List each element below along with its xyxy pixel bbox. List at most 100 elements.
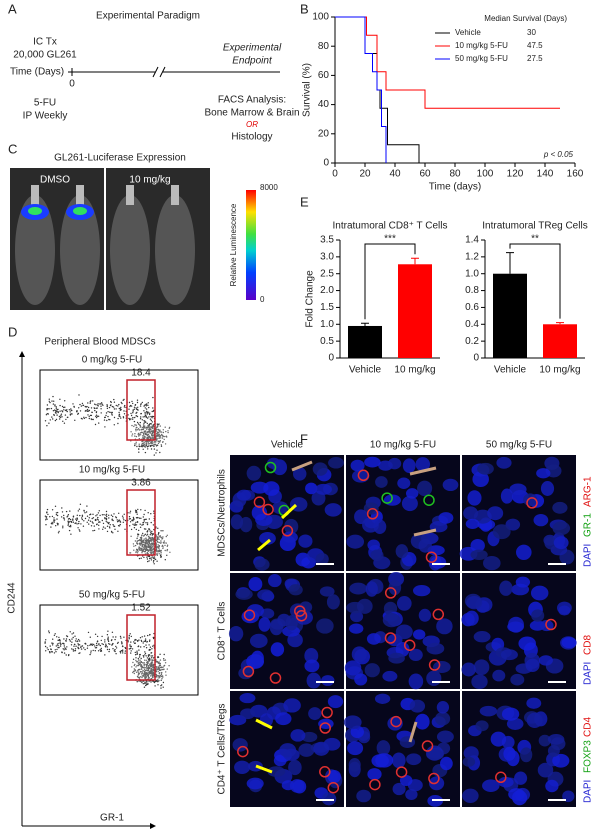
event-dot [132,671,134,674]
event-dot [136,650,138,652]
event-dot [97,516,99,519]
event-dot [59,418,61,420]
event-dot [137,423,140,425]
nucleus [490,731,507,747]
event-dot [123,519,125,521]
event-dot [98,524,100,526]
event-dot [78,520,80,523]
event-dot [148,654,151,656]
survival-curve [335,16,560,109]
event-dot [113,650,116,652]
event-dot [159,659,162,661]
nucleus [538,655,553,666]
event-dot [159,425,161,427]
event-dot [136,653,138,655]
event-dot [129,510,132,512]
nucleus [315,553,329,566]
event-dot [141,435,144,437]
event-dot [151,441,153,443]
signal [28,207,42,215]
nucleus [267,766,286,777]
event-dot [144,413,146,415]
column-label: Vehicle [271,440,304,451]
nucleus [267,574,282,588]
nucleus [306,672,322,689]
event-dot [49,401,51,404]
significance: ** [531,234,539,245]
event-dot [61,405,64,408]
event-dot [52,395,54,398]
event-dot [150,549,152,552]
nucleus [538,734,551,747]
event-dot [145,548,148,550]
event-dot [143,656,145,658]
nucleus [412,584,431,597]
event-dot [99,521,101,523]
event-dot [99,649,101,651]
nucleus [526,697,542,709]
nucleus [438,512,454,524]
event-dot [141,440,143,443]
event-dot [164,544,166,547]
event-dot [60,643,62,645]
event-dot [88,523,90,525]
event-dot [149,671,152,673]
nucleus [426,670,442,686]
event-dot [128,636,130,638]
event-dot [108,650,110,653]
event-dot [94,423,97,426]
event-dot [61,511,64,513]
event-dot [138,649,140,651]
event-dot [117,422,119,425]
event-dot [158,545,160,548]
event-dot [98,644,100,646]
event-dot [130,650,132,652]
error-bar [411,257,419,265]
x-tick-label: Vehicle [494,365,527,376]
event-dot [91,418,93,421]
event-dot [154,680,157,683]
event-dot [148,424,151,426]
event-dot [144,652,147,655]
nucleus [499,580,513,596]
event-dot [64,647,66,649]
event-dot [138,448,140,450]
event-dot [152,664,154,667]
event-dot [72,518,74,520]
event-dot [118,407,121,410]
event-dot [157,669,159,671]
nucleus [417,480,433,497]
event-dot [153,556,156,558]
event-dot [63,514,65,517]
nucleus [282,531,298,543]
nucleus [520,747,533,763]
event-dot [151,548,153,550]
event-dot [63,409,65,411]
event-dot [55,525,57,527]
event-dot [150,667,153,670]
nucleus [466,596,483,610]
event-dot [45,650,47,652]
event-dot [63,638,65,640]
event-dot [114,638,116,641]
event-dot [150,532,152,534]
event-dot [56,410,58,412]
event-dot [144,638,147,640]
event-dot [147,634,149,637]
event-dot [98,422,100,424]
nucleus [492,669,506,682]
event-dot [48,400,50,402]
nucleus [547,734,565,745]
event-dot [138,639,140,641]
event-dot [50,526,52,528]
significance: *** [384,234,396,245]
event-dot [146,670,148,672]
event-dot [112,515,114,518]
event-dot [153,437,155,439]
event-dot [163,542,165,544]
event-dot [160,675,163,678]
event-dot [135,671,138,673]
nucleus [537,762,554,778]
nucleus [313,741,330,756]
event-dot [97,519,100,521]
